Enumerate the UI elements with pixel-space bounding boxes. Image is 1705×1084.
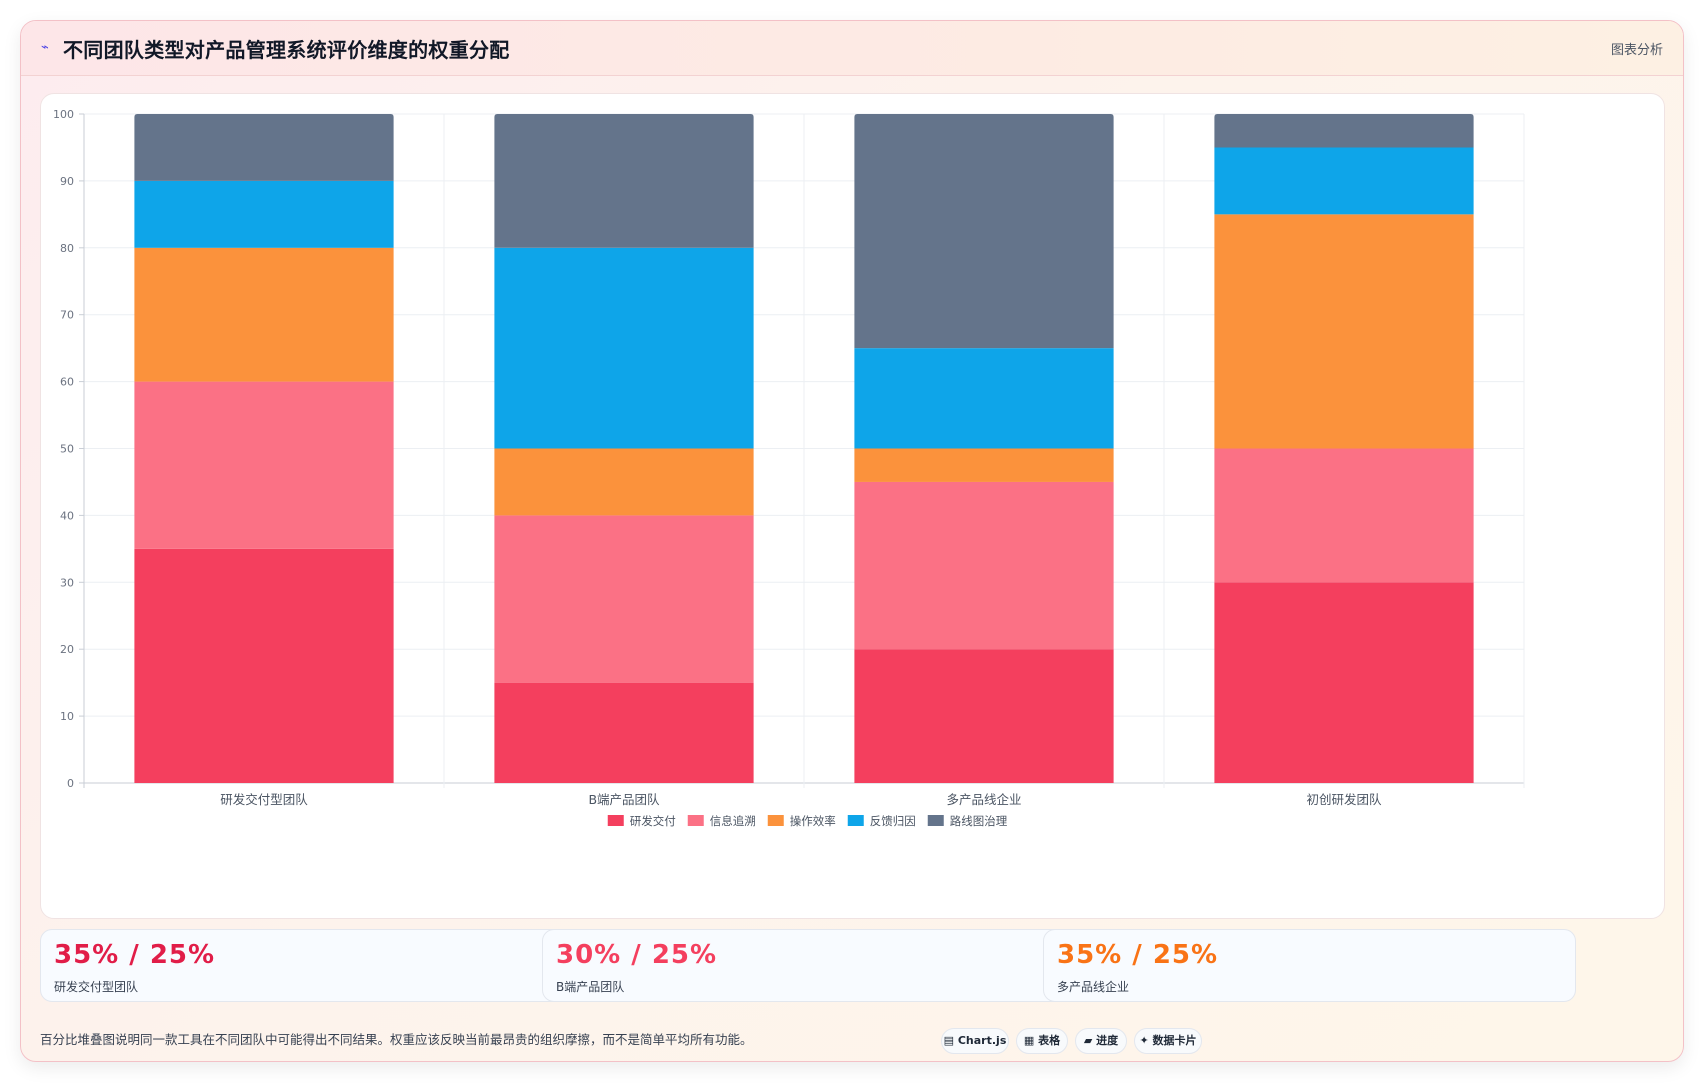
legend-swatch [767, 815, 784, 826]
x-tick-label: 多产品线企业 [946, 792, 1021, 807]
legend-label: 路线图治理 [950, 814, 1008, 828]
stat-label: B端产品团队 [556, 980, 625, 994]
pill-chartjs[interactable]: ▤ Chart.js [941, 1028, 1009, 1054]
table-icon: ▦ [1023, 1034, 1035, 1047]
bar-segment [1214, 114, 1474, 148]
y-tick-label: 50 [60, 443, 74, 456]
bar-segment [1214, 582, 1474, 783]
bar-segment [1214, 214, 1474, 449]
bar-segment [134, 381, 394, 549]
stat-label: 研发交付型团队 [54, 980, 139, 994]
pill-label: 数据卡片 [1152, 1034, 1197, 1047]
x-tick-label: 研发交付型团队 [220, 792, 308, 807]
y-tick-label: 30 [60, 576, 74, 589]
x-tick-label: 初创研发团队 [1306, 792, 1382, 807]
pill-data-card[interactable]: ✦ 数据卡片 [1134, 1028, 1202, 1054]
legend-label: 信息追溯 [710, 814, 756, 828]
page-title: 不同团队类型对产品管理系统评价维度的权重分配 [63, 38, 510, 62]
stat-value: 35% / 25% [54, 940, 216, 970]
bar-segment [494, 682, 754, 783]
pill-label: 进度 [1096, 1034, 1119, 1047]
y-tick-label: 90 [60, 175, 74, 188]
pill-label: 表格 [1038, 1034, 1061, 1047]
y-tick-label: 100 [53, 108, 74, 121]
y-tick-label: 10 [60, 710, 74, 723]
x-tick-label: B端产品团队 [588, 792, 660, 807]
bar-segment [494, 114, 754, 248]
footer-note: 百分比堆叠图说明同一款工具在不同团队中可能得出不同结果。权重应该反映当前最昂贵的… [40, 1032, 753, 1047]
stat-label: 多产品线企业 [1057, 980, 1130, 994]
bar-segment [494, 247, 754, 449]
bar-segment [494, 448, 754, 516]
y-tick-label: 40 [60, 509, 74, 522]
legend-label: 反馈归因 [870, 814, 916, 828]
bar-segment [134, 114, 394, 181]
y-tick-label: 60 [60, 376, 74, 389]
chart-line-icon: ⌁ [41, 40, 49, 55]
bar-segment [134, 180, 394, 248]
pill-label: Chart.js [957, 1034, 1007, 1047]
bar-segment [854, 448, 1114, 482]
legend-swatch [687, 815, 704, 826]
pill-progress[interactable]: ▰ 进度 [1075, 1028, 1127, 1054]
stat-value: 30% / 25% [556, 940, 718, 970]
legend-label: 研发交付 [630, 814, 676, 828]
bar-segment [134, 247, 394, 382]
y-tick-label: 0 [67, 777, 74, 790]
chart-analysis-tag: 图表分析 [1610, 43, 1663, 58]
legend-swatch [847, 815, 864, 826]
bar-segment [1214, 147, 1474, 215]
bar-segment [854, 348, 1114, 449]
y-tick-label: 80 [60, 242, 74, 255]
stat-value: 35% / 25% [1057, 940, 1219, 970]
card-header: ⌁ 不同团队类型对产品管理系统评价维度的权重分配 图表分析 [21, 21, 1683, 76]
bar-segment [854, 481, 1114, 650]
stat-card-3: 35% / 25% 多产品线企业 [1043, 929, 1576, 1002]
stat-cards: 35% / 25% 研发交付型团队 30% / 25% B端产品团队 35% /… [40, 929, 1665, 1003]
stacked-bar-chart: 0 10 20 30 40 50 60 70 80 90 100 研发交付型团队 B端产品团队 多产品线企… [53, 108, 1525, 828]
stat-card-2: 30% / 25% B端产品团队 [542, 929, 1075, 1002]
bar-segment [134, 548, 394, 783]
chart-panel: 0 10 20 30 40 50 60 70 80 90 100 研发交付型团队 B端产品团队 多产品线企… [40, 93, 1665, 919]
y-tick-label: 20 [60, 643, 74, 656]
legend-swatch [927, 815, 944, 826]
y-tick-label: 70 [60, 309, 74, 322]
stat-card-1: 35% / 25% 研发交付型团队 [40, 929, 573, 1002]
chart-card: ⌁ 不同团队类型对产品管理系统评价维度的权重分配 图表分析 0 10 20 30 40 5… [20, 20, 1684, 1062]
progress-icon: ▰ [1083, 1034, 1093, 1047]
sparkle-icon: ✦ [1139, 1034, 1149, 1047]
chart-icon: ▤ [943, 1034, 955, 1047]
bar-segment [854, 114, 1114, 349]
bar-segment [854, 649, 1114, 783]
bar-segment [1214, 448, 1474, 583]
legend-swatch [607, 815, 624, 826]
pill-table[interactable]: ▦ 表格 [1016, 1028, 1068, 1054]
bar-segment [494, 515, 754, 683]
legend-label: 操作效率 [790, 814, 836, 828]
